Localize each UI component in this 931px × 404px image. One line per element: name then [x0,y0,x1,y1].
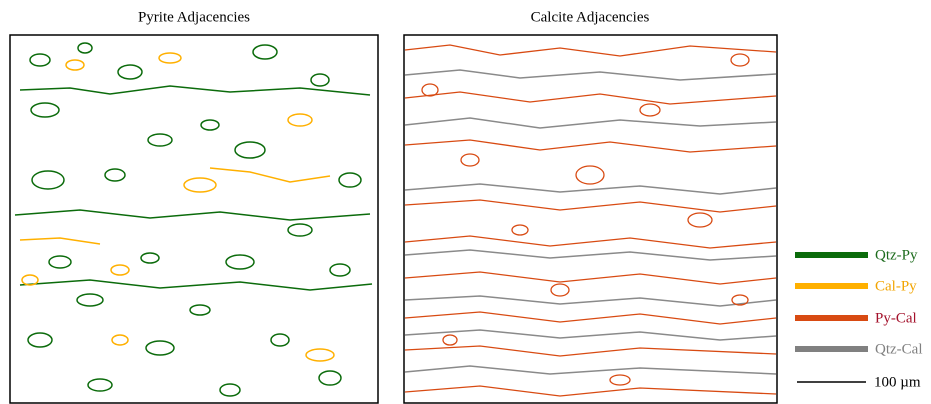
legend-label: Cal-Py [875,278,917,294]
legend-label: Qtz-Cal [875,341,922,357]
panel-title: Calcite Adjacencies [531,9,650,25]
scale-bar-label: 100 µm [874,374,921,390]
figure: Pyrite Adjacencies Calcite Adjacencies [0,0,931,404]
legend-label: Py-Cal [875,310,917,326]
panel-title: Pyrite Adjacencies [138,9,250,25]
legend: Qtz-Py Cal-Py Py-Cal Qtz-Cal [795,247,922,357]
calcite-map [404,35,777,403]
legend-label: Qtz-Py [875,247,918,263]
pyrite-map [10,35,378,403]
